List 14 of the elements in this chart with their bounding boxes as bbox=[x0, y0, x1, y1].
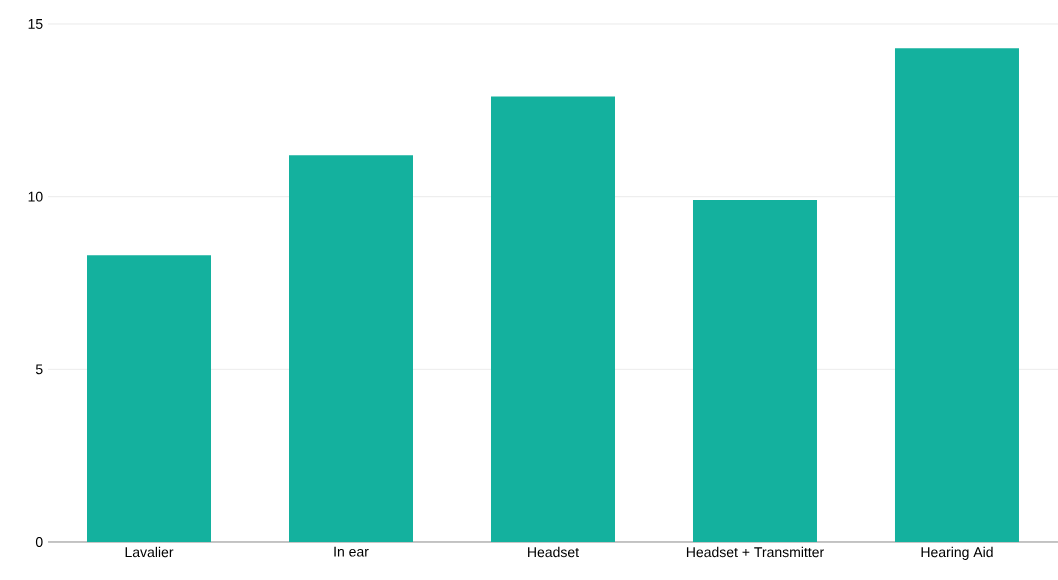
y-tick-label: 5 bbox=[35, 364, 43, 375]
x-tick-label: Headset + Transmitter bbox=[686, 546, 824, 558]
x-tick-label: Lavalier bbox=[125, 546, 174, 558]
y-tick-label: 15 bbox=[28, 19, 43, 29]
y-tick-label: 0 bbox=[35, 537, 43, 547]
bar bbox=[289, 155, 413, 542]
bar bbox=[692, 200, 817, 542]
bar bbox=[490, 96, 615, 542]
y-tick-label: 10 bbox=[28, 191, 43, 202]
bar bbox=[894, 48, 1019, 542]
bar bbox=[87, 255, 211, 542]
x-tick-label: Headset bbox=[528, 546, 579, 558]
x-tick-label: Hearing Aid bbox=[921, 546, 993, 560]
x-tick-label: In ear bbox=[334, 546, 369, 557]
